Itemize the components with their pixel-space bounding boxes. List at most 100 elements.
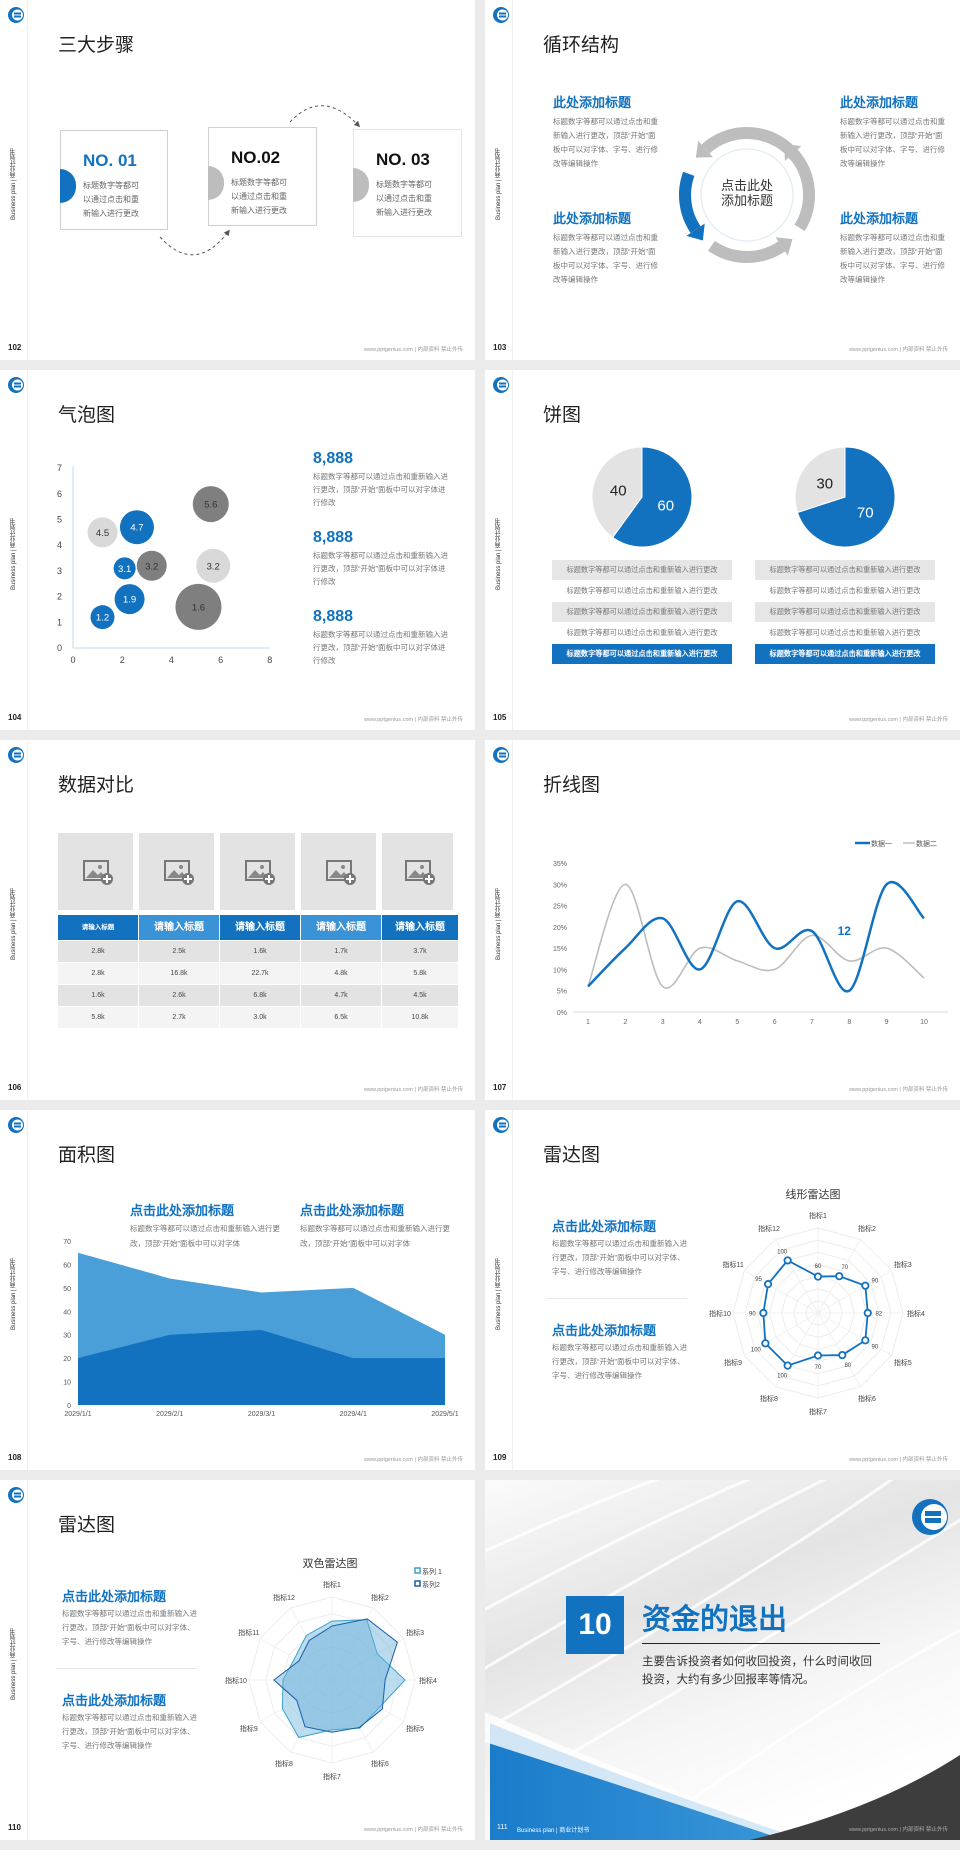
table-header-cell[interactable]: 请输入标题	[301, 915, 381, 940]
slide-sidebar	[0, 1480, 28, 1840]
pie-caption-row[interactable]: 标题数字等都可以通过点击和重新输入进行更改	[566, 628, 718, 637]
slide-105[interactable]: Business plan | 商业计划书 105 www.pptgenius.…	[485, 370, 960, 730]
x-tick-label: 3	[661, 1019, 665, 1026]
table-header-cell[interactable]: 请输入标题	[382, 915, 458, 940]
radar-value-label: 82	[875, 1312, 882, 1318]
radar-spoke	[744, 1270, 819, 1314]
pie-label: 40	[610, 482, 627, 499]
cycle-center-text[interactable]: 点击此处添加标题	[720, 178, 773, 208]
legend-label: 系列 1	[422, 1567, 442, 1576]
item-heading: 此处添加标题	[553, 95, 632, 110]
table-header-cell[interactable]: 请输入标题	[220, 915, 300, 940]
y-tick-label: 35%	[553, 861, 567, 868]
slide-111-section-cover[interactable]: 10 资金的退出 主要告诉投资者如何收回投资，什么时间收回投资，大约有多少回报率…	[485, 1480, 960, 1840]
radar-value-label: 100	[777, 1374, 788, 1380]
x-tick-label: 4	[698, 1019, 702, 1026]
radar-point	[813, 1351, 823, 1360]
blue-wave	[490, 1723, 805, 1840]
table-cell: 2.8k	[58, 963, 138, 984]
legend-swatch	[414, 1580, 421, 1587]
slide-102[interactable]: Business plan | 商业计划书 102 www.pptgenius.…	[0, 0, 475, 360]
radar-value-label: 90	[872, 1279, 879, 1285]
table-cell: 6.8k	[220, 985, 300, 1006]
step-marker	[353, 168, 369, 202]
chart-title: 线形雷达图	[786, 1187, 841, 1201]
bubble	[196, 548, 231, 583]
step-marker	[208, 166, 224, 200]
bubble-label: 3.1	[118, 564, 131, 575]
y-tick-label: 10	[63, 1380, 71, 1387]
y-tick-label: 5	[57, 515, 62, 525]
page-number: 102	[8, 343, 22, 352]
pie-caption-row[interactable]: 标题数字等都可以通过点击和重新输入进行更改	[552, 560, 732, 580]
step-card-3[interactable]: NO. 03 标题数字等都可以通过点击和重新输入进行更改	[353, 129, 462, 237]
radar-axis-label: 指标9	[240, 1724, 258, 1733]
image-placeholder[interactable]	[220, 833, 295, 910]
stat-text: 标题数字等都可以通过点击和重新输入进行更改，顶部“开始”面板中可以对字体进行修改	[313, 551, 448, 586]
block-text: 标题数字等都可以通过点击和重新输入进行更改，顶部“开始”面板中可以对字体、字号、…	[62, 1609, 197, 1646]
x-tick-label: 7	[810, 1019, 814, 1026]
pie-caption-row[interactable]: 标题数字等都可以通过点击和重新输入进行更改	[552, 644, 732, 664]
radar-axis-label: 指标10	[709, 1309, 731, 1318]
y-tick-label: 0	[57, 643, 62, 653]
section-title: 资金的退出	[642, 1604, 788, 1636]
radar-spoke	[775, 1312, 819, 1387]
table-cell: 3.0k	[220, 1007, 300, 1028]
y-tick-label: 20%	[553, 925, 567, 932]
bubble-label: 3.2	[145, 561, 158, 572]
slide-109[interactable]: Business plan | 商业计划书 109 www.pptgenius.…	[485, 1110, 960, 1470]
slide-103[interactable]: Business plan | 商业计划书 103 www.pptgenius.…	[485, 0, 960, 360]
y-tick-label: 7	[57, 463, 62, 473]
pie-caption-row[interactable]: 标题数字等都可以通过点击和重新输入进行更改	[755, 602, 935, 622]
radar-axis-label: 指标5	[894, 1358, 912, 1367]
slide-title: 三大步骤	[58, 35, 135, 56]
pie-caption-row[interactable]: 标题数字等都可以通过点击和重新输入进行更改	[769, 586, 921, 595]
page-number: 106	[8, 1083, 22, 1092]
slide-106[interactable]: Business plan | 商业计划书 106 www.pptgenius.…	[0, 740, 475, 1100]
x-tick-label: 1	[586, 1019, 590, 1026]
slide-104[interactable]: Business plan | 商业计划书 104 www.pptgenius.…	[0, 370, 475, 730]
slide-sidebar	[485, 740, 513, 1100]
bubble-label: 1.9	[123, 595, 136, 606]
table-header-cell[interactable]: 请输入标题	[58, 915, 138, 940]
image-placeholder[interactable]	[58, 833, 133, 910]
block-heading: 点击此处添加标题	[130, 1203, 235, 1218]
radar-axis-label: 指标12	[758, 1224, 780, 1233]
cycle-inner-circle	[700, 148, 794, 242]
step-card-1[interactable]: NO. 01 标题数字等都可以通过点击和重新输入进行更改	[60, 130, 168, 230]
table-cell: 1.7k	[301, 941, 381, 962]
arrow-top-head-icon	[695, 140, 713, 158]
pie-caption-row[interactable]: 标题数字等都可以通过点击和重新输入进行更改	[769, 628, 921, 637]
dashed-arrows	[159, 105, 361, 256]
image-placeholder[interactable]	[382, 833, 453, 910]
table-cell: 4.5k	[382, 985, 458, 1006]
pie-caption-row[interactable]: 标题数字等都可以通过点击和重新输入进行更改	[755, 560, 935, 580]
pie-caption-row[interactable]: 标题数字等都可以通过点击和重新输入进行更改	[566, 586, 718, 595]
bubble-label: 3.2	[207, 561, 220, 572]
image-placeholder[interactable]	[139, 833, 214, 910]
x-tick-label: 2	[120, 655, 125, 665]
radar-axis-label: 指标3	[406, 1628, 424, 1637]
legend-label: 数据一	[871, 839, 892, 848]
slide-108[interactable]: Business plan | 商业计划书 108 www.pptgenius.…	[0, 1110, 475, 1470]
slide-110[interactable]: Business plan | 商业计划书 110 www.pptgenius.…	[0, 1480, 475, 1840]
step-card-2[interactable]: NO.02 标题数字等都可以通过点击和重新输入进行更改	[208, 127, 317, 226]
pie-charts: 60 40 70 30	[591, 446, 896, 548]
radar-point	[863, 1308, 872, 1318]
slide-107[interactable]: Business plan | 商业计划书 107 www.pptgenius.…	[485, 740, 960, 1100]
table-cell: 1.6k	[58, 985, 138, 1006]
block-heading: 点击此处添加标题	[552, 1323, 657, 1338]
bubble	[192, 486, 229, 523]
step-marker	[60, 169, 76, 203]
table-header-cell[interactable]: 请输入标题	[139, 915, 219, 940]
step-number: NO. 01	[83, 151, 137, 170]
pie-caption-row[interactable]: 标题数字等都可以通过点击和重新输入进行更改	[552, 602, 732, 622]
image-placeholder[interactable]	[301, 833, 376, 910]
radar-point	[813, 1272, 823, 1281]
x-tick-label: 9	[885, 1019, 889, 1026]
item-text: 标题数字等都可以通过点击和重新输入进行更改，顶部“开始”面板中可以对字体、字号、…	[553, 233, 658, 284]
item-heading: 此处添加标题	[553, 211, 632, 226]
image-add-icon	[325, 860, 356, 885]
x-tick-label: 2029/3/1	[248, 1411, 275, 1418]
pie-caption-row[interactable]: 标题数字等都可以通过点击和重新输入进行更改	[755, 644, 935, 664]
